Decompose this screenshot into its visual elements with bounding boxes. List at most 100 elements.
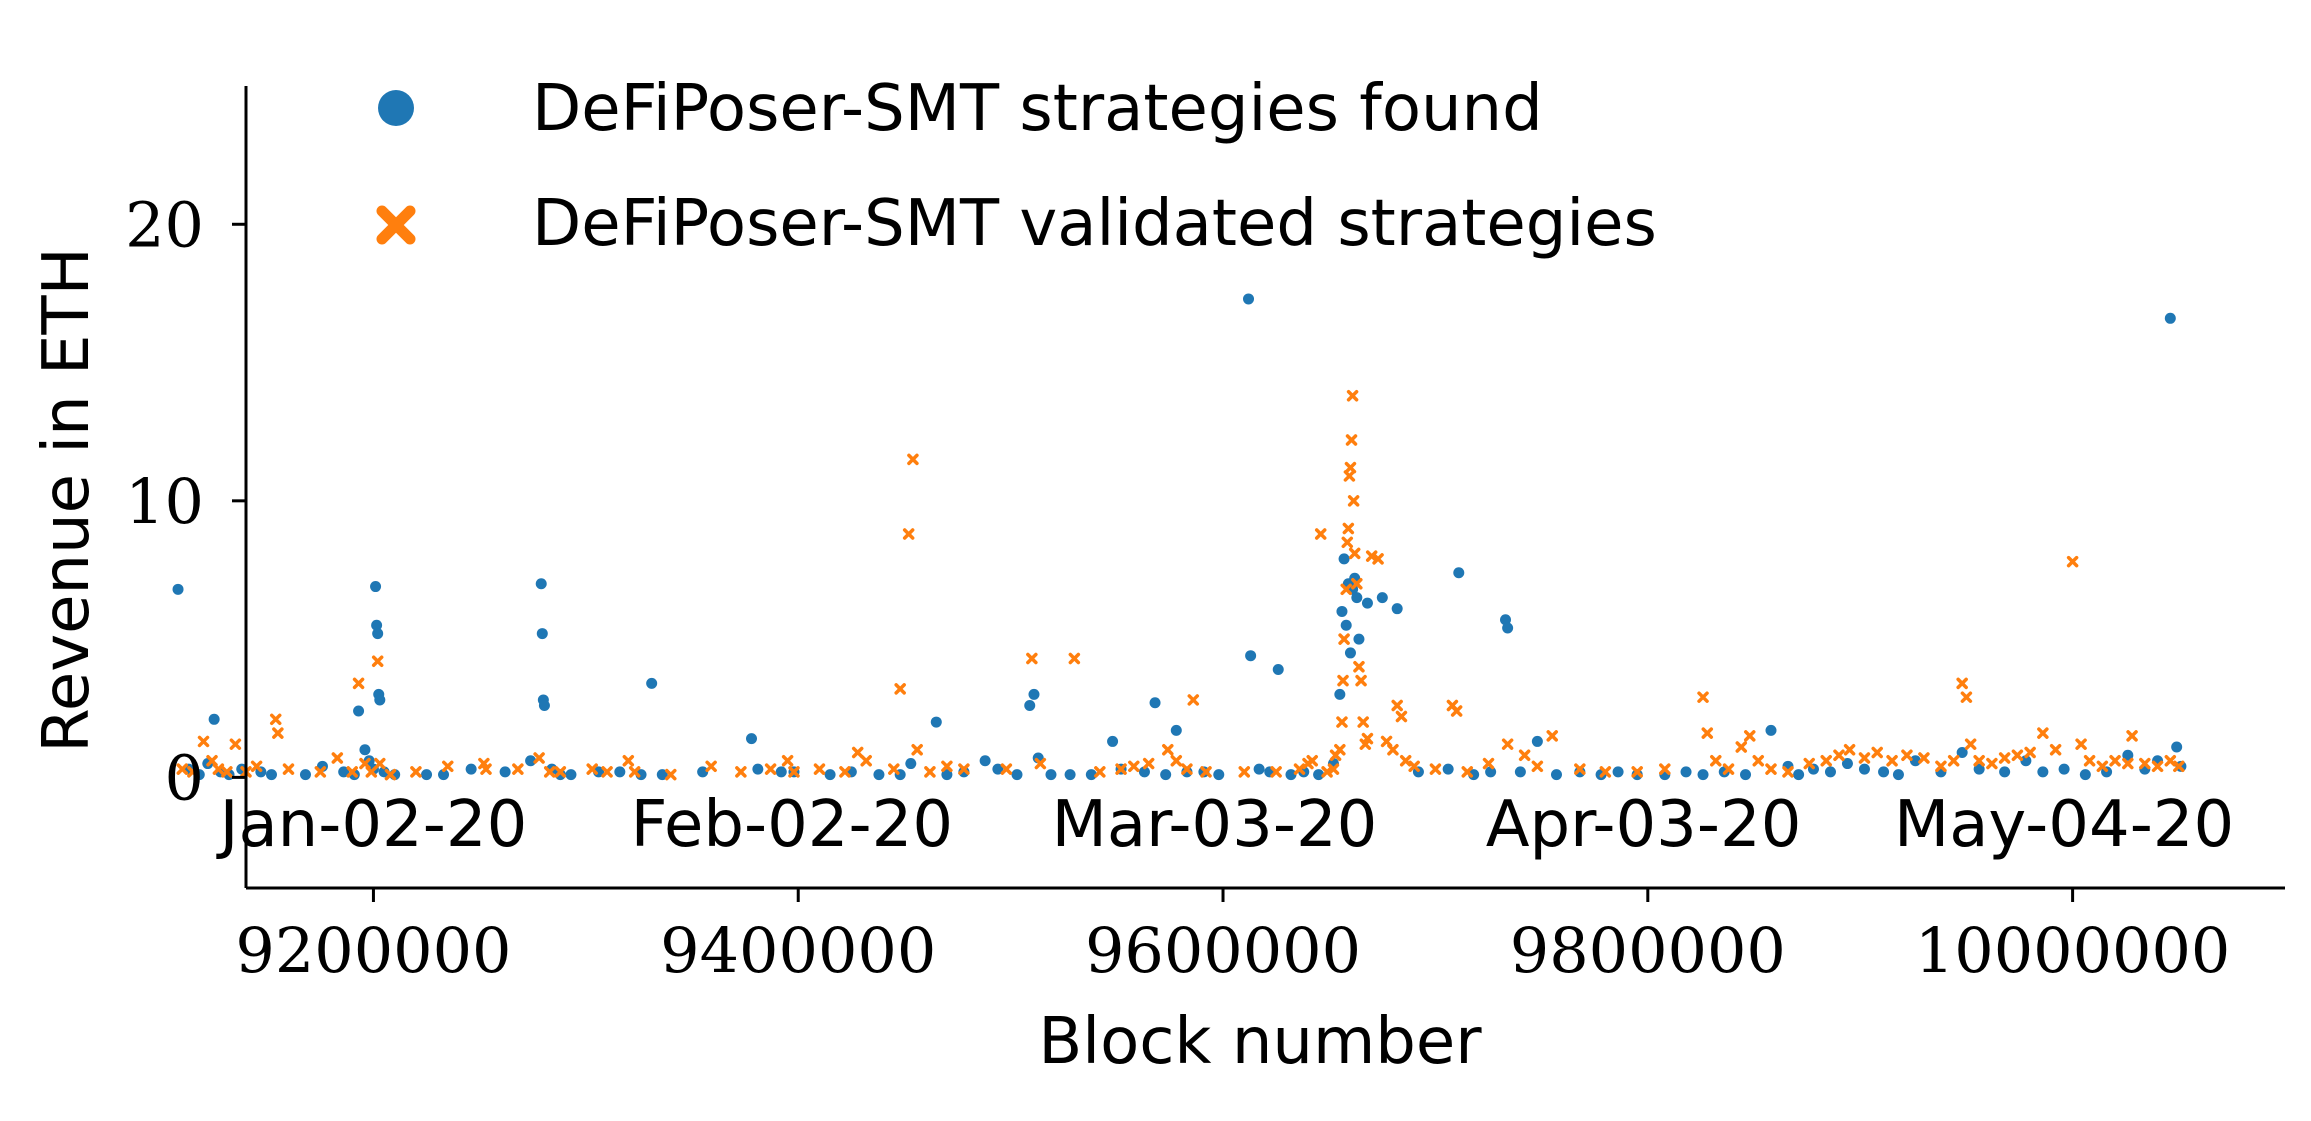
validated-strategy-point: [1631, 766, 1643, 778]
ticks: 9200000 9400000 9600000 9800000 10000000 0 10 2…: [125, 188, 2230, 987]
validated-strategy-point: [764, 763, 777, 775]
validated-strategy-point: [269, 713, 282, 726]
validated-strategy-point: [1361, 732, 1374, 745]
x-tick-label: 9200000: [235, 914, 511, 987]
date-label: Feb-02-20: [631, 788, 953, 862]
found-strategy-point: [1500, 614, 1512, 626]
legend-label-validated: DeFiPoser-SMT validated strategies: [532, 187, 1657, 261]
found-strategy-point: [930, 716, 942, 728]
validated-strategy-point: [2075, 738, 2087, 750]
validated-strategy-point: [1986, 757, 1998, 770]
validated-strategy-point: [2164, 755, 2177, 767]
found-strategy-point: [1064, 769, 1076, 781]
y-tick-label: 10: [125, 465, 204, 538]
legend-circle-marker-icon: [378, 90, 414, 126]
found-strategy-point: [338, 766, 350, 778]
found-strategy-point: [992, 763, 1004, 775]
validated-strategy-point: [1744, 730, 1756, 742]
validated-strategy-point: [1270, 766, 1282, 778]
found-strategy-point: [1514, 766, 1526, 778]
found-strategy-point: [1353, 633, 1365, 645]
validated-strategy-point: [1710, 755, 1722, 767]
found-strategy-point: [746, 733, 758, 745]
found-strategy-point: [499, 766, 511, 778]
found-strategy-point: [1340, 619, 1352, 631]
found-strategy-point: [1999, 766, 2011, 778]
validated-strategy-point: [1518, 749, 1531, 762]
validated-strategy-point: [512, 763, 524, 775]
validated-strategy-point: [1334, 743, 1346, 756]
x-tick-label: 9600000: [1085, 914, 1361, 987]
validated-strategy-point: [1344, 461, 1357, 474]
validated-strategy-point: [1200, 766, 1212, 778]
validated-strategy-point: [197, 735, 210, 748]
y-tick-label: 0: [165, 741, 204, 814]
validated-strategy-point: [1956, 677, 1968, 690]
validated-strategy-point: [2126, 730, 2138, 742]
validated-strategy-point: [365, 766, 378, 778]
found-strategy-point: [1680, 766, 1692, 778]
validated-strategy-point: [1346, 389, 1359, 402]
validated-strategy-point: [907, 453, 919, 466]
validated-strategy-point: [1372, 553, 1384, 565]
validated-strategy-point: [839, 766, 851, 778]
validated-strategy-point: [586, 763, 598, 775]
validated-strategy-point: [781, 755, 794, 767]
found-strategy-point: [941, 769, 953, 781]
found-strategy-point: [1740, 769, 1752, 781]
found-strategy-point: [1892, 769, 1904, 781]
validated-strategy-point: [543, 766, 556, 778]
found-strategy-point: [371, 619, 383, 631]
validated-strategy-point: [1345, 434, 1358, 446]
validated-strategy-point: [410, 766, 422, 778]
date-labels: Jan-02-20 Feb-02-20 Mar-03-20 Apr-03-20 May-…: [216, 788, 2235, 862]
validated-strategy-point: [480, 763, 492, 775]
found-strategy-point: [775, 766, 787, 778]
validated-strategy-point: [1833, 749, 1845, 762]
found-strategy-point: [374, 694, 386, 706]
found-strategy-point: [656, 769, 668, 781]
validated-strategy-point: [1314, 528, 1327, 540]
found-strategy-point: [172, 583, 184, 595]
validated-strategy-point: [1659, 763, 1671, 775]
validated-strategy-point: [1701, 727, 1714, 739]
found-strategy-point: [1243, 293, 1255, 305]
found-strategy-point: [1765, 724, 1777, 736]
found-strategy-point: [1170, 724, 1182, 736]
validated-strategy-point: [1387, 743, 1399, 756]
found-strategy-point: [1024, 699, 1036, 711]
validated-strategy-point: [1697, 691, 1709, 703]
validated-strategy-point: [1336, 716, 1348, 728]
validated-strategy-point: [2139, 757, 2151, 770]
validated-strategy-point: [735, 766, 747, 778]
validated-strategy-point: [1501, 738, 1514, 750]
found-strategy-point: [1338, 553, 1350, 565]
found-strategy-point: [554, 769, 566, 781]
validated-strategy-point: [250, 760, 263, 773]
validated-strategy-point: [1293, 763, 1306, 775]
validated-strategy-point: [788, 766, 800, 778]
validated-strategy-point: [176, 763, 189, 775]
validated-strategy-point: [187, 766, 199, 778]
validated-strategy-point: [1918, 752, 1930, 764]
found-strategy-point: [614, 766, 626, 778]
validated-strategy-point: [1348, 547, 1361, 560]
validated-strategy-point: [888, 763, 900, 775]
found-strategy-point: [359, 744, 371, 756]
validated-strategy-point: [346, 766, 358, 778]
validated-strategy-point: [958, 763, 970, 775]
found-strategy-point: [353, 705, 365, 717]
validated-strategy-point: [1782, 766, 1794, 778]
validated-strategy-point: [2066, 555, 2079, 568]
validated-strategy-point: [1546, 730, 1558, 742]
found-strategy-point: [1045, 769, 1057, 781]
found-strategy-point: [2037, 766, 2049, 778]
found-strategy-point: [438, 769, 450, 781]
validated-strategy-point: [902, 528, 915, 540]
validated-strategy-point: [1238, 766, 1251, 778]
found-strategy-point: [2171, 741, 2183, 753]
validated-strategy-point: [1599, 766, 1612, 778]
validated-strategy-point: [331, 752, 344, 764]
validated-strategy-point: [2173, 760, 2185, 773]
